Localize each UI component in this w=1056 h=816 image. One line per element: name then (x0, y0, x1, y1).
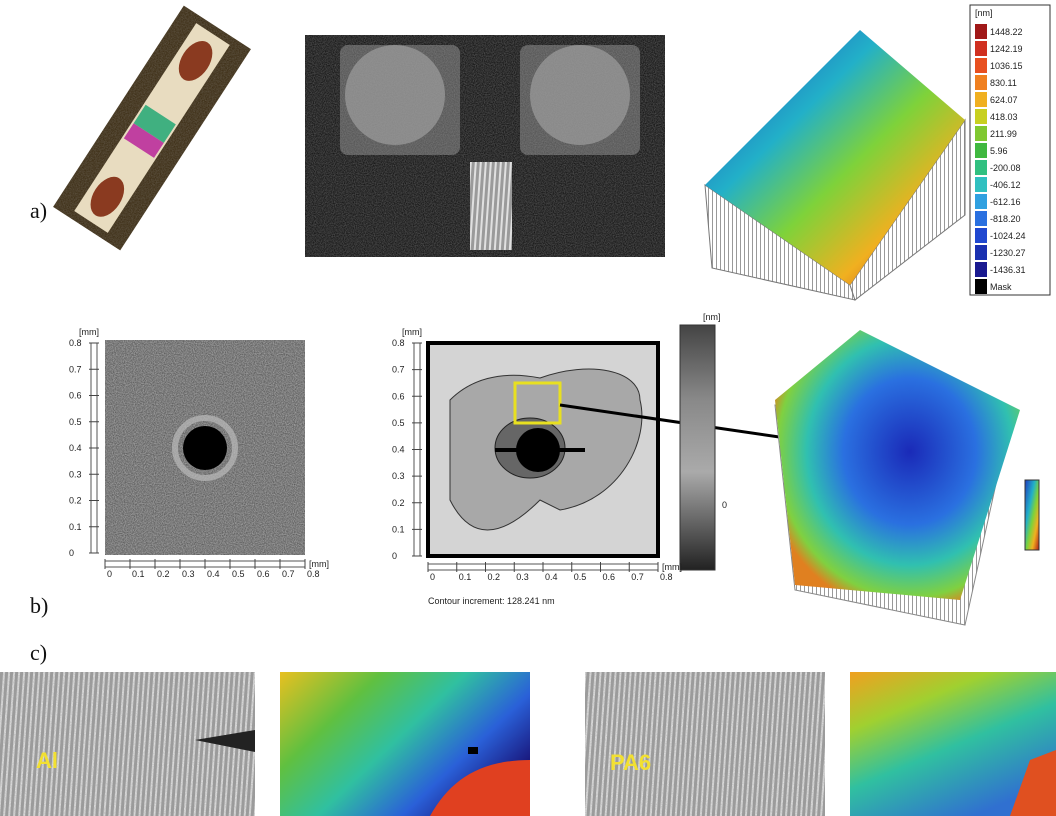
contour-image-pa6 (850, 672, 1056, 816)
label-a: a) (30, 198, 47, 223)
x-tick-label: 0 (107, 569, 112, 579)
x-tick-label: 0.5 (232, 569, 245, 579)
y-tick-label: 0.1 (392, 524, 405, 534)
legend-swatch (975, 177, 987, 192)
y-unit: [mm] (402, 327, 422, 337)
y-tick-label: 0.8 (69, 338, 82, 348)
material-label: Al (36, 748, 58, 773)
label-c: c) (30, 640, 47, 665)
x-tick-label: 0.5 (574, 572, 587, 582)
legend-label: -1436.31 (990, 265, 1026, 275)
y-tick-label: 0.5 (69, 417, 82, 427)
x-tick-label: 0.6 (603, 572, 616, 582)
legend-swatch (975, 109, 987, 124)
legend-swatch (975, 24, 987, 39)
legend-swatch (975, 160, 987, 175)
y-tick-label: 0.2 (392, 498, 405, 508)
bar-zero: 0 (722, 500, 727, 510)
surface-3d-block (705, 30, 965, 300)
y-tick-label: 0.6 (392, 391, 405, 401)
fringe-image-pa6 (585, 672, 825, 816)
label-b: b) (30, 593, 48, 618)
x-tick-label: 0.7 (282, 569, 295, 579)
legend-label: -1024.24 (990, 231, 1026, 241)
legend: [nm] 1448.22 1242.19 1036.15 830.11 624.07 41… (970, 5, 1050, 295)
legend-label: 1242.19 (990, 44, 1023, 54)
legend-swatch (975, 245, 987, 260)
legend-swatch (975, 194, 987, 209)
legend-swatch (975, 228, 987, 243)
legend-unit: [nm] (975, 8, 993, 18)
x-tick-label: 0.6 (257, 569, 270, 579)
y-tick-label: 0 (69, 548, 74, 558)
y-tick-label: 0.7 (69, 364, 82, 374)
x-tick-label: 0.1 (132, 569, 145, 579)
contour-map (428, 325, 800, 570)
legend-label: -818.20 (990, 214, 1021, 224)
legend-label: -200.08 (990, 163, 1021, 173)
y-tick-label: 0.3 (392, 471, 405, 481)
x-tick-label: 0.4 (207, 569, 220, 579)
legend-swatch (975, 211, 987, 226)
x-tick-label: 0.3 (182, 569, 195, 579)
specimen-grayscale (305, 35, 665, 257)
y-tick-label: 0.2 (69, 496, 82, 506)
surface-3d-defect (775, 330, 1039, 625)
y-tick-label: 0 (392, 551, 397, 561)
contour-image-al (280, 672, 530, 816)
legend-label: 830.11 (990, 78, 1017, 88)
material-label: PA6 (610, 750, 651, 775)
y-tick-label: 0.4 (69, 443, 82, 453)
legend-swatch (975, 126, 987, 141)
x-tick-label: 0.4 (545, 572, 558, 582)
y-tick-label: 0.8 (392, 338, 405, 348)
legend-swatch (975, 262, 987, 277)
figure: a) [nm] 1448.22 1242.19 1036.15 830.11 624.0… (0, 0, 1056, 816)
x-tick-label: 0.3 (516, 572, 529, 582)
legend-swatch (975, 279, 987, 294)
interferogram (105, 340, 305, 555)
x-unit: [mm] (662, 562, 682, 572)
legend-label: 211.99 (990, 129, 1017, 139)
x-tick-label: 0.1 (459, 572, 472, 582)
legend-swatch (975, 41, 987, 56)
x-tick-label: 0.2 (488, 572, 501, 582)
legend-swatch (975, 75, 987, 90)
x-tick-label: 0.8 (660, 572, 673, 582)
x-tick-label: 0.7 (631, 572, 644, 582)
legend-swatch (975, 143, 987, 158)
legend-label: -406.12 (990, 180, 1021, 190)
legend-swatch (975, 58, 987, 73)
legend-swatch (975, 92, 987, 107)
y-tick-label: 0.7 (392, 365, 405, 375)
y-tick-label: 0.3 (69, 469, 82, 479)
y-tick-label: 0.4 (392, 445, 405, 455)
x-tick-label: 0.8 (307, 569, 320, 579)
bar-unit: [nm] (703, 312, 721, 322)
x-unit: [mm] (309, 559, 329, 569)
y-tick-label: 0.1 (69, 522, 82, 532)
specimen-photo (53, 6, 251, 251)
y-tick-label: 0.6 (69, 391, 82, 401)
x-tick-label: 0 (430, 572, 435, 582)
fringe-image-al (0, 672, 255, 816)
legend-label: 1036.15 (990, 61, 1023, 71)
legend-label: 418.03 (990, 112, 1018, 122)
x-tick-label: 0.2 (157, 569, 170, 579)
y-unit: [mm] (79, 327, 99, 337)
legend-label: 1448.22 (990, 27, 1023, 37)
contour-caption: Contour increment: 128.241 nm (428, 596, 555, 606)
legend-label: 5.96 (990, 146, 1008, 156)
legend-label: -1230.27 (990, 248, 1026, 258)
legend-label: 624.07 (990, 95, 1018, 105)
legend-label: -612.16 (990, 197, 1021, 207)
y-tick-label: 0.5 (392, 418, 405, 428)
legend-label: Mask (990, 282, 1012, 292)
